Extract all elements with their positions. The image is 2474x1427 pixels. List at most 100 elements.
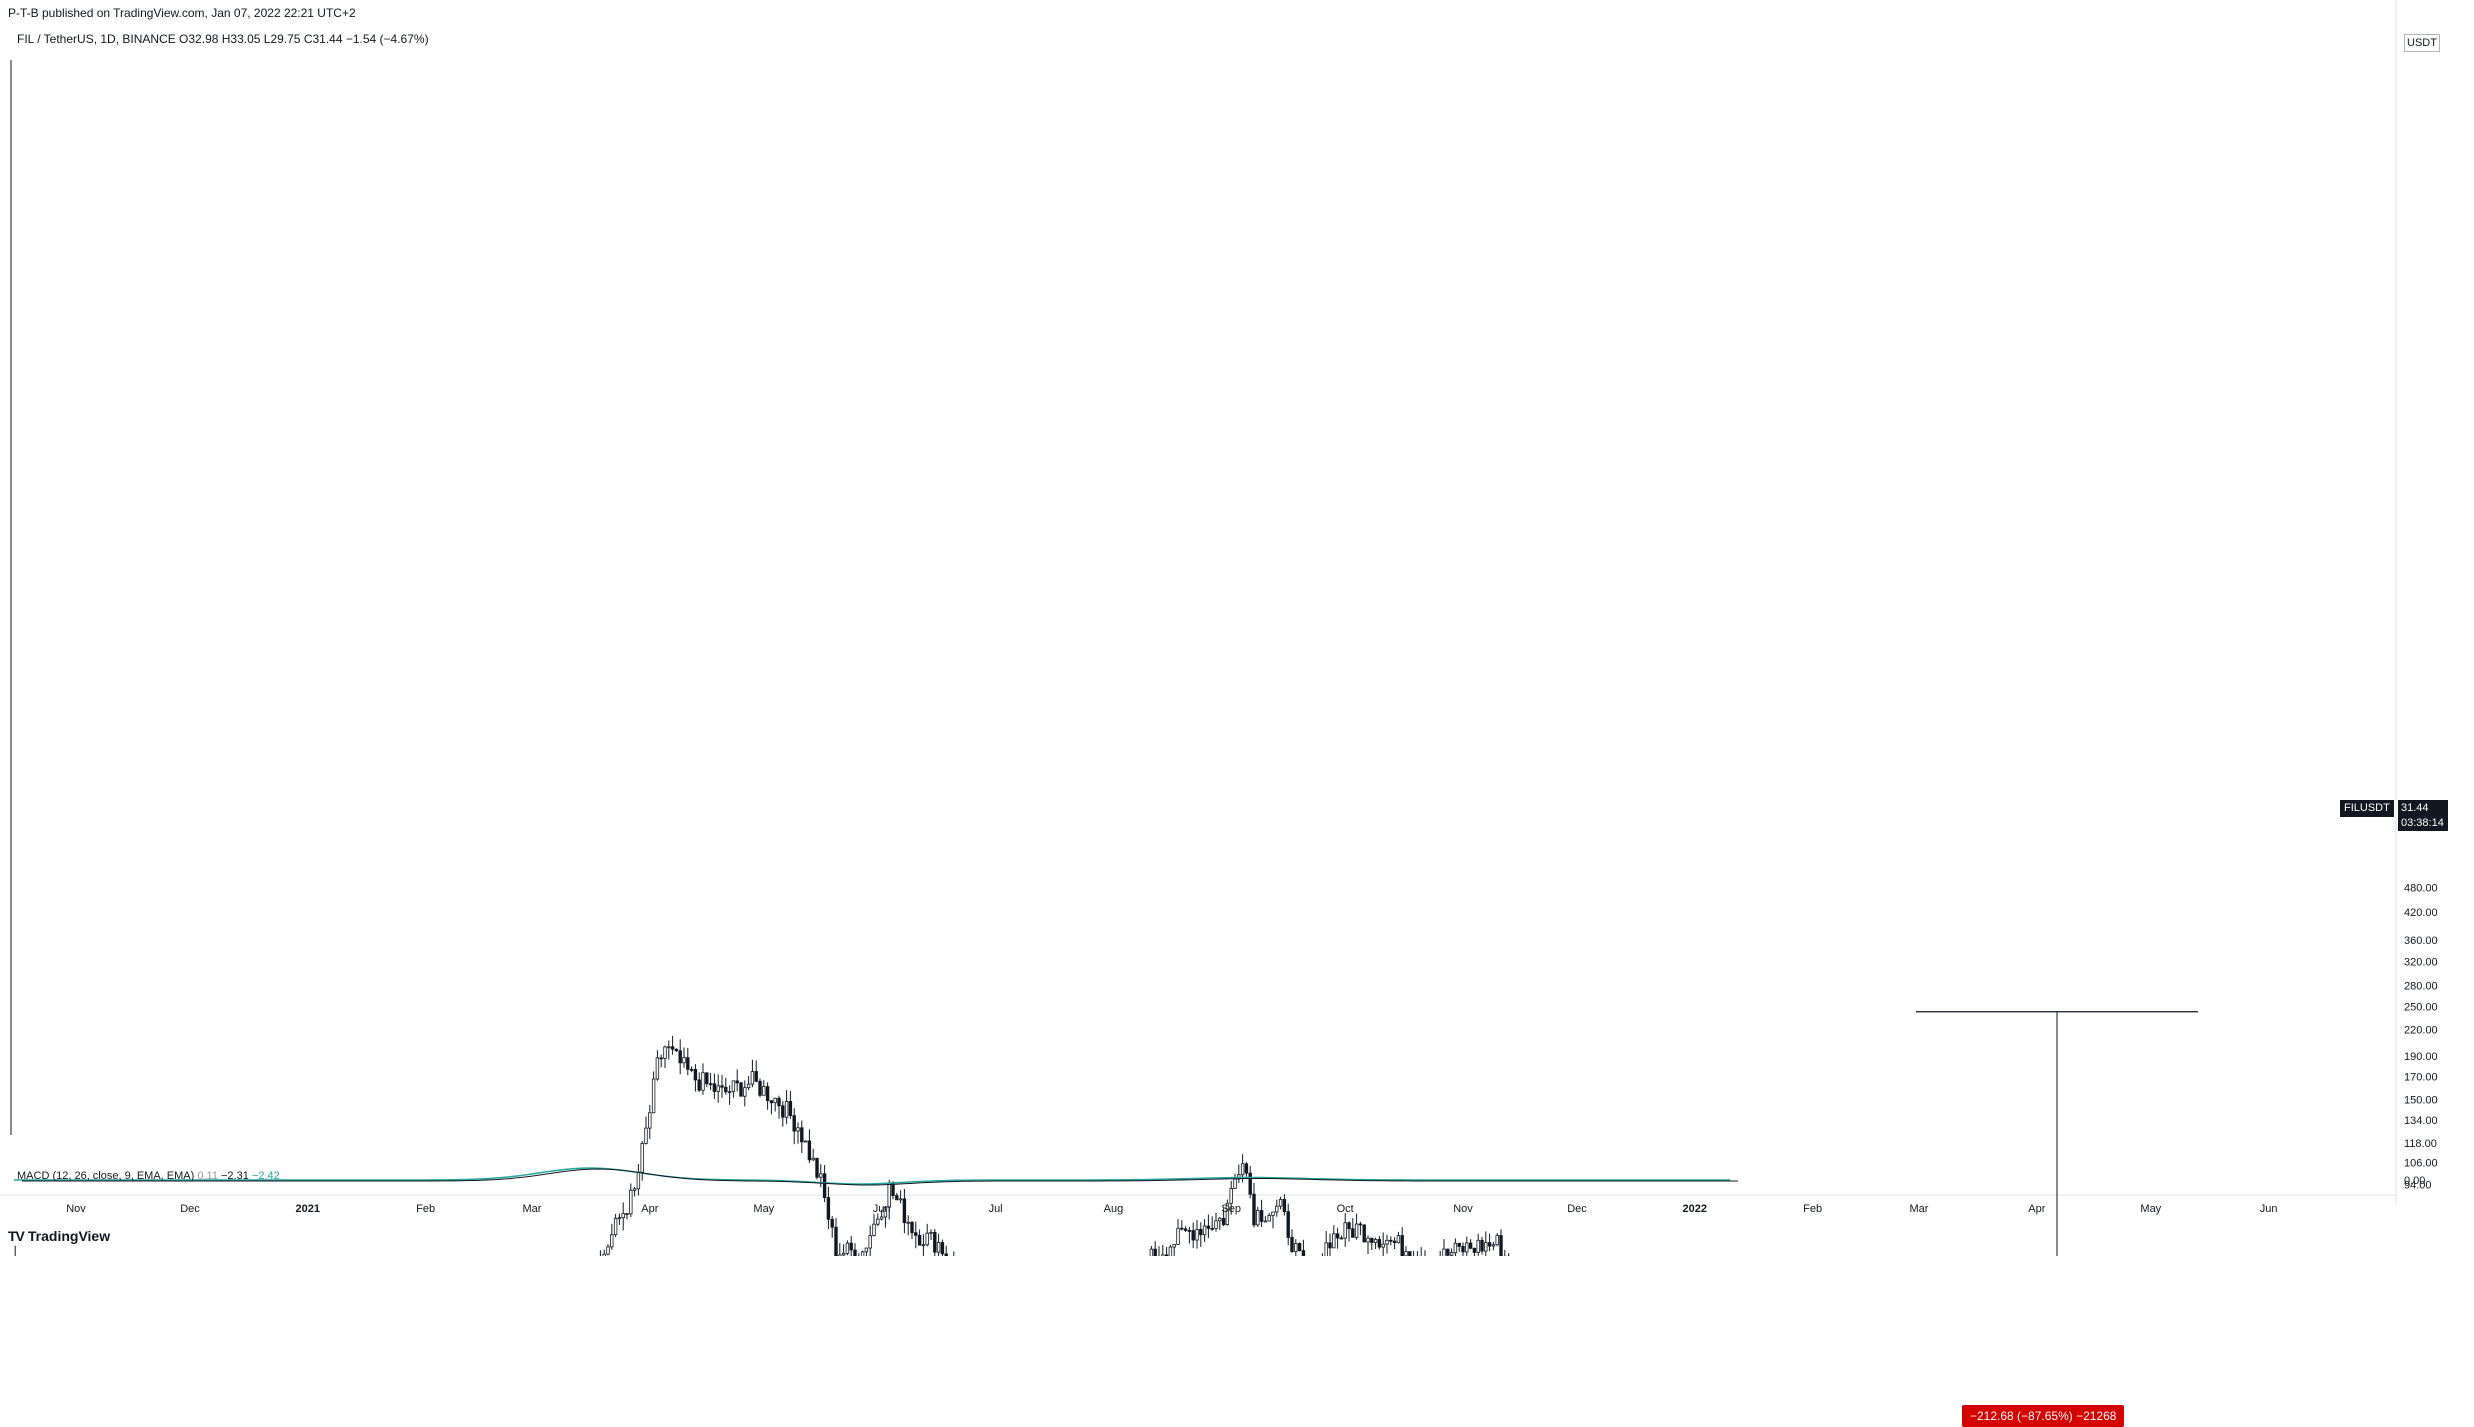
- candle-body: [788, 1100, 793, 1116]
- candle-body: [705, 1072, 709, 1085]
- time-tick-label: May: [753, 1203, 774, 1215]
- candle-body: [1168, 1246, 1173, 1256]
- candle-body: [1362, 1224, 1366, 1243]
- candle-body: [1468, 1242, 1473, 1249]
- price-chart[interactable]: 480.00 420.00 360.00 320.00 280.00 250.00 220.…: [0, 0, 2474, 1256]
- candle-body: [1472, 1247, 1477, 1253]
- candle-body: [1259, 1210, 1264, 1222]
- time-tick-label: Jun: [2260, 1203, 2278, 1215]
- candle-body: [917, 1234, 922, 1246]
- candle-body: [1149, 1248, 1154, 1256]
- candle-body: [1381, 1243, 1385, 1248]
- candle-body: [724, 1086, 728, 1093]
- candle-body: [1370, 1237, 1374, 1243]
- candle-body: [689, 1068, 694, 1071]
- candle-body: [819, 1173, 823, 1178]
- candle-body: [621, 1213, 625, 1219]
- candle-body: [1210, 1227, 1214, 1230]
- candle-body: [731, 1080, 736, 1093]
- candle-body: [826, 1197, 831, 1220]
- candle-body: [613, 1217, 618, 1236]
- measure-tool[interactable]: [1916, 1011, 2198, 1256]
- time-tick-label: Sep: [1221, 1203, 1241, 1215]
- candle-body: [1256, 1210, 1260, 1226]
- candle-body: [1221, 1217, 1226, 1226]
- time-tick-label: May: [2140, 1203, 2161, 1215]
- time-tick-label: Feb: [1803, 1203, 1822, 1215]
- candle-body: [636, 1171, 641, 1190]
- candle-body: [925, 1232, 929, 1246]
- time-tick-label: Nov: [66, 1203, 86, 1215]
- candle-body: [872, 1223, 876, 1237]
- candle-body: [1240, 1163, 1245, 1176]
- price-tick-label: 94.00: [2404, 1179, 2432, 1191]
- candle-body: [1218, 1217, 1222, 1222]
- candle-body: [754, 1071, 758, 1082]
- candle-body: [743, 1087, 747, 1097]
- price-tick-label: 134.00: [2404, 1115, 2438, 1127]
- candle-body: [693, 1069, 698, 1081]
- candle-body: [822, 1173, 827, 1198]
- candle-body: [606, 1246, 610, 1255]
- candle-body: [1290, 1237, 1294, 1252]
- candle-body: [902, 1198, 907, 1224]
- tradingview-logo[interactable]: TV TradingView: [8, 1228, 110, 1244]
- candle-body: [644, 1127, 648, 1144]
- candle-body: [1195, 1228, 1199, 1241]
- candle-body: [796, 1127, 800, 1132]
- time-tick-label: Apr: [641, 1203, 658, 1215]
- candle-body: [1366, 1237, 1370, 1243]
- candle-body: [1491, 1244, 1496, 1247]
- symbol-price-tag: FILUSDT: [2340, 800, 2394, 817]
- candle-body: [762, 1086, 766, 1096]
- candle-body: [1385, 1239, 1389, 1245]
- candle-body: [1335, 1233, 1340, 1239]
- macd-legend-name: MACD (12, 26, close, 9, EMA, EMA): [17, 1170, 195, 1182]
- candle-body: [735, 1080, 739, 1084]
- candle-body: [1377, 1239, 1382, 1248]
- candle-body: [629, 1189, 633, 1215]
- macd-legend[interactable]: MACD (12, 26, close, 9, EMA, EMA) 0.11 −…: [17, 1170, 280, 1182]
- candle-body: [1392, 1240, 1397, 1244]
- candle-body: [1373, 1239, 1378, 1243]
- candle-body: [1484, 1242, 1488, 1252]
- price-unit-label[interactable]: USDT: [2404, 34, 2440, 52]
- candle-body: [1476, 1239, 1480, 1253]
- candlestick-series: [14, 1035, 1511, 1256]
- candle-body: [1153, 1248, 1157, 1256]
- candle-body: [640, 1142, 644, 1173]
- candle-body: [1199, 1228, 1203, 1236]
- candle-body: [906, 1221, 910, 1224]
- price-axis-ticks: 480.00 420.00 360.00 320.00 280.00 250.00 220.…: [2404, 883, 2438, 1192]
- candle-body: [777, 1097, 781, 1107]
- candle-body: [667, 1046, 671, 1049]
- candle-body: [1324, 1242, 1328, 1256]
- candle-body: [830, 1218, 834, 1228]
- candle-body: [898, 1198, 903, 1201]
- price-tick-label: 118.00: [2404, 1138, 2437, 1150]
- time-tick-label: 2022: [1683, 1203, 1707, 1215]
- candle-body: [849, 1242, 853, 1251]
- tradingview-logo-icon: TV: [8, 1228, 25, 1244]
- candle-body: [769, 1100, 774, 1104]
- candle-body: [1244, 1163, 1249, 1174]
- candle-body: [860, 1251, 865, 1256]
- macd-line-value: −2.31: [221, 1170, 249, 1182]
- price-tick-label: 320.00: [2404, 956, 2438, 968]
- symbol-legend[interactable]: FIL / TetherUS, 1D, BINANCE O32.98 H33.0…: [17, 32, 429, 46]
- candle-body: [659, 1057, 663, 1060]
- candle-body: [1225, 1202, 1230, 1226]
- macd-pane: [14, 1167, 1738, 1186]
- candle-body: [670, 1046, 675, 1050]
- candle-body: [784, 1100, 789, 1118]
- candle-body: [1271, 1211, 1275, 1216]
- candle-body: [891, 1182, 895, 1197]
- macd-histogram-value: 0.11: [197, 1170, 218, 1182]
- candle-body: [1172, 1244, 1176, 1248]
- candle-body: [648, 1112, 652, 1129]
- candle-body: [815, 1157, 819, 1178]
- candle-body: [739, 1082, 743, 1097]
- candle-body: [686, 1057, 690, 1070]
- candle-body: [1263, 1220, 1268, 1223]
- candle-body: [1408, 1251, 1412, 1256]
